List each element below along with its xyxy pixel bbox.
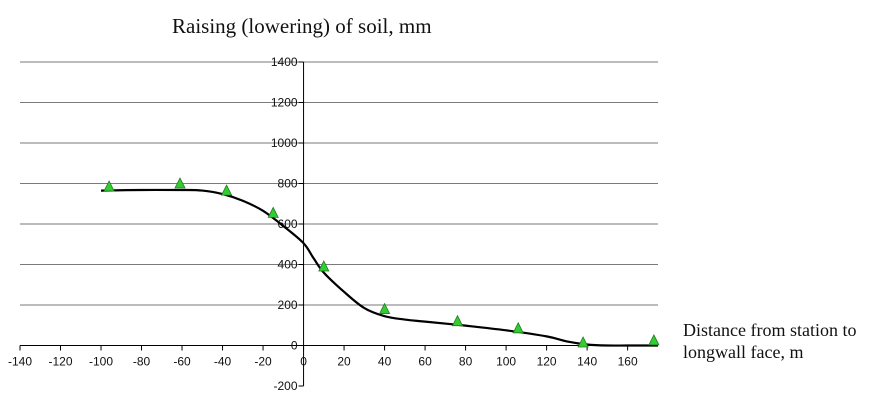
data-point-triangle xyxy=(577,336,589,348)
y-tick-label: 200 xyxy=(278,298,298,312)
x-tick-label: 60 xyxy=(418,355,432,369)
data-point-triangle xyxy=(451,314,464,327)
y-tick-label: -200 xyxy=(274,379,298,393)
y-tick-label: 0 xyxy=(291,339,298,353)
y-tick-label: 1000 xyxy=(271,136,298,150)
x-tick-label: -60 xyxy=(173,355,191,369)
x-tick-label: -100 xyxy=(89,355,113,369)
data-point-triangle xyxy=(648,334,660,346)
x-tick-label: -80 xyxy=(133,355,151,369)
x-tick-label: 0 xyxy=(300,355,307,369)
y-tick-label: 800 xyxy=(278,177,298,191)
data-point-triangle xyxy=(174,177,186,189)
x-tick-label: 80 xyxy=(459,355,473,369)
data-point-triangle xyxy=(267,206,279,218)
x-tick-label: 20 xyxy=(337,355,351,369)
x-tick-label: -20 xyxy=(254,355,272,369)
x-tick-label: 140 xyxy=(577,355,597,369)
x-tick-label: 40 xyxy=(378,355,392,369)
y-tick-label: 1200 xyxy=(271,96,298,110)
data-point-triangle xyxy=(220,184,233,196)
data-point-triangle xyxy=(318,260,330,272)
x-tick-label: -120 xyxy=(48,355,72,369)
x-tick-label: -40 xyxy=(214,355,232,369)
data-point-triangle xyxy=(103,180,115,192)
x-axis-title: Distance from station to longwall face, … xyxy=(683,320,857,362)
series-line xyxy=(101,188,658,347)
x-tick-label: -140 xyxy=(8,355,32,369)
y-tick-label: 1400 xyxy=(271,55,298,69)
y-tick-label: 400 xyxy=(278,258,298,272)
x-tick-label: 100 xyxy=(496,355,516,369)
chart-title: Raising (lowering) of soil, mm xyxy=(172,14,432,38)
x-tick-label: 120 xyxy=(537,355,557,369)
data-point-triangle xyxy=(512,321,524,334)
data-point-triangle xyxy=(378,302,391,315)
y-tick-label: 600 xyxy=(278,217,298,231)
x-tick-label: 160 xyxy=(618,355,638,369)
